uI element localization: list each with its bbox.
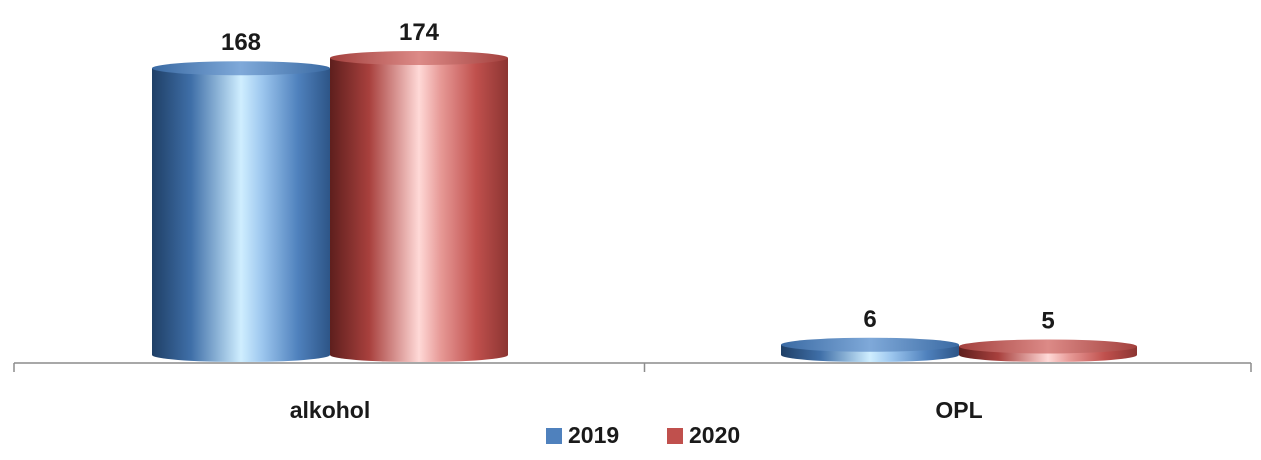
labels-group: 168 174 alkohol 6 5 OPL xyxy=(221,19,1055,423)
bar-2019-OPL xyxy=(781,337,959,362)
data-label: 168 xyxy=(221,29,261,56)
category-label: alkohol xyxy=(290,397,371,423)
legend-swatch-2020 xyxy=(667,428,683,444)
bar-top xyxy=(781,337,959,352)
legend-label: 2019 xyxy=(568,422,619,448)
bar-top xyxy=(152,61,330,76)
data-label: 174 xyxy=(399,19,440,46)
data-label: 5 xyxy=(1041,307,1054,334)
bar-2020-alkohol xyxy=(330,51,508,362)
bar-top xyxy=(959,339,1137,354)
bars-group xyxy=(152,51,1137,362)
bar-body xyxy=(152,68,330,362)
bar-2020-OPL xyxy=(959,339,1137,362)
data-label: 6 xyxy=(863,306,876,333)
legend: 2019 2020 xyxy=(546,422,740,448)
category-label: OPL xyxy=(935,397,982,423)
bar-top xyxy=(330,51,508,65)
bar-body xyxy=(330,58,508,362)
legend-swatch-2019 xyxy=(546,428,562,444)
x-axis xyxy=(13,362,1252,372)
legend-label: 2020 xyxy=(689,422,740,448)
bar-2019-alkohol xyxy=(152,61,330,362)
